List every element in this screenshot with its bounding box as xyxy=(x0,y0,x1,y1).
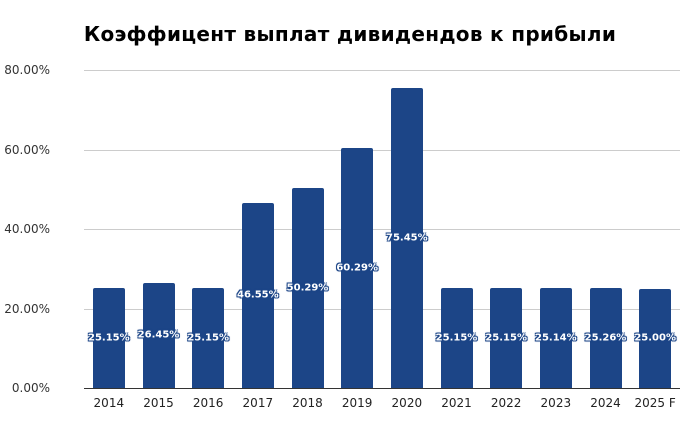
x-tick-label: 2017 xyxy=(242,396,274,410)
bar-2017[interactable] xyxy=(241,202,274,388)
x-tick-label: 2021 xyxy=(441,396,472,410)
bar-value-label: 50.29% xyxy=(286,282,329,294)
plot-area: 0.00% 20.00% 40.00% 60.00% 80.00% 25.15% 26.45… xyxy=(4,63,680,395)
bar-value-label: 75.45% xyxy=(386,232,428,244)
gridline xyxy=(84,70,680,71)
bar-value-label: 25.15% xyxy=(88,332,130,344)
bar-value-label: 25.15% xyxy=(485,332,527,344)
x-tick-label: 2018 xyxy=(292,396,323,410)
x-axis-line xyxy=(84,388,680,389)
bar-value-label: 25.26% xyxy=(584,332,627,344)
bar-value-label: 60.29% xyxy=(336,262,378,274)
bar-2014[interactable] xyxy=(92,288,125,388)
x-tick-label: 2015 xyxy=(143,396,174,410)
bar-2016[interactable] xyxy=(192,288,225,388)
bar-value-label: 25.15% xyxy=(435,332,478,344)
bar-value-label: 26.45% xyxy=(137,329,180,341)
y-tick-label: 80.00% xyxy=(4,63,50,77)
x-tick-label: 2025 F xyxy=(634,396,676,410)
x-tick-label: 2024 xyxy=(590,396,621,410)
bar-2020[interactable] xyxy=(390,88,423,388)
y-tick-label: 60.00% xyxy=(4,142,50,157)
bar-2015[interactable] xyxy=(142,282,175,388)
gridline xyxy=(84,229,680,230)
bar-2018[interactable] xyxy=(291,188,324,388)
gridline xyxy=(84,308,680,310)
bar-2023[interactable] xyxy=(539,288,572,388)
bar-2021[interactable] xyxy=(440,288,473,388)
y-tick-label: 40.00% xyxy=(4,222,50,236)
x-tick-label: 2020 xyxy=(391,396,423,410)
x-tick-label: 2019 xyxy=(341,396,373,410)
x-tick-label: 2016 xyxy=(192,396,224,410)
x-tick-label: 2014 xyxy=(93,396,125,410)
bar-value-label: 25.00% xyxy=(634,332,676,344)
x-tick-label: 2023 xyxy=(540,396,572,410)
chart-title: Коэффицент выплат дивидендов к прибыли xyxy=(83,22,617,46)
bar-2025-f[interactable] xyxy=(639,288,672,388)
gridline xyxy=(84,149,680,151)
bar-2024[interactable] xyxy=(589,287,622,388)
y-tick-label: 0.00% xyxy=(11,381,50,395)
bar-value-label: 25.15% xyxy=(187,332,229,344)
y-tick-label: 20.00% xyxy=(4,301,50,316)
x-tick-label: 2022 xyxy=(490,396,522,410)
bar-value-label: 46.55% xyxy=(237,289,279,301)
bar-2019[interactable] xyxy=(341,148,374,388)
bar-value-label: 25.14% xyxy=(535,332,577,344)
bar-2022[interactable] xyxy=(490,288,523,388)
